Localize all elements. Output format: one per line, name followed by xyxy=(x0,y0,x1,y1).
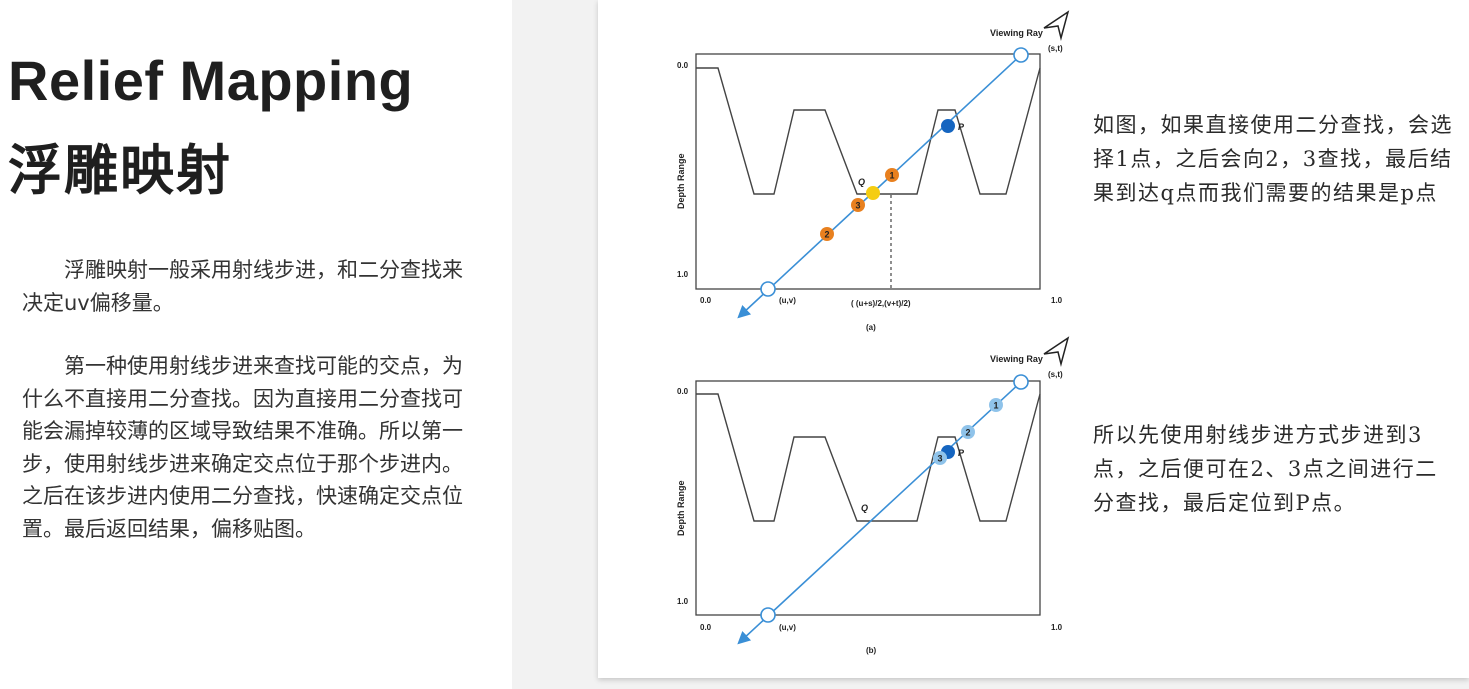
marker-1-b xyxy=(989,398,1003,412)
page-title-english: Relief Mapping xyxy=(8,49,414,112)
paragraph-explanation: 第一种使用射线步进来查找可能的交点，为什么不直接用二分查找。因为直接用二分查找可… xyxy=(22,354,463,541)
caption-a: (a) xyxy=(866,323,876,332)
point-q-a xyxy=(866,186,880,200)
marker-3-b xyxy=(933,451,947,465)
uv-point-a xyxy=(760,281,776,297)
depth-profile-b xyxy=(696,393,1041,522)
y-bottom-tick-b: 1.0 xyxy=(677,597,689,606)
page-title-chinese: 浮雕映射 xyxy=(8,139,232,202)
plot-frame-b xyxy=(695,380,1041,616)
label-q-b: Q xyxy=(861,503,868,513)
text-panel: Relief Mapping 浮雕映射 浮雕映射一般采用射线步进，和二分查找来决… xyxy=(0,0,512,689)
x-right-tick-b: 1.0 xyxy=(1051,623,1063,632)
diagram-a: Viewing Ray (s,t) 0.0 1.0 Depth Range 0.… xyxy=(676,10,1070,332)
y-axis-label-a: Depth Range xyxy=(676,153,686,209)
caption-b: (b) xyxy=(866,646,877,655)
label-p-a: P xyxy=(958,122,965,132)
annotation-binary-search: 如图，如果直接使用二分查找，会选择1点，之后会向2，3查找，最后结果到达q点而我… xyxy=(1093,113,1453,205)
y-axis-label-b: Depth Range xyxy=(676,480,686,536)
annotation-ray-marching: 所以先使用射线步进方式步进到3点，之后便可在2、3点之间进行二分查找，最后定位到… xyxy=(1093,423,1438,515)
marker-3-label-b: 3 xyxy=(937,454,942,464)
y-top-tick-a: 0.0 xyxy=(677,61,689,70)
paragraph-intro: 浮雕映射一般采用射线步进，和二分查找来决定uv偏移量。 xyxy=(22,258,463,315)
x-right-tick-a: 1.0 xyxy=(1051,296,1063,305)
x-left-tick-a: 0.0 xyxy=(700,296,712,305)
x-left-tick-b: 0.0 xyxy=(700,623,712,632)
marker-2-b xyxy=(961,425,975,439)
ray-entry-point-b xyxy=(1013,374,1029,390)
viewing-ray-b xyxy=(737,381,1022,645)
diagram-b: Viewing Ray (s,t) 0.0 1.0 Depth Range 0.… xyxy=(676,336,1070,655)
point-p-a xyxy=(941,119,955,133)
label-q-a: Q xyxy=(858,177,865,187)
marker-2-label-b: 2 xyxy=(965,428,970,438)
label-p-b: P xyxy=(958,448,965,458)
uv-label-b: (u,v) xyxy=(779,623,796,632)
marker-1-label-a: 1 xyxy=(889,171,894,181)
figure-sheet xyxy=(598,0,1469,678)
marker-3-label-a: 3 xyxy=(855,201,860,211)
marker-2-label-a: 2 xyxy=(824,230,829,240)
midpoint-label-a: ( (u+s)/2,(v+t)/2) xyxy=(851,299,911,308)
marker-2-a xyxy=(820,227,834,241)
marker-1-a xyxy=(885,168,899,182)
eye-cursor-icon xyxy=(1043,10,1070,41)
marker-3-a xyxy=(851,198,865,212)
plot-frame-a xyxy=(695,53,1041,290)
viewing-ray-label-b: Viewing Ray xyxy=(990,354,1043,364)
marker-1-label-b: 1 xyxy=(993,401,998,411)
viewing-ray-a xyxy=(737,54,1022,319)
depth-profile-a xyxy=(696,67,1041,195)
ray-entry-point-a xyxy=(1013,47,1029,63)
st-label-b: (s,t) xyxy=(1048,370,1063,379)
viewing-ray-label-a: Viewing Ray xyxy=(990,28,1043,38)
st-label-a: (s,t) xyxy=(1048,44,1063,53)
y-top-tick-b: 0.0 xyxy=(677,387,689,396)
uv-point-b xyxy=(760,607,776,623)
uv-label-a: (u,v) xyxy=(779,296,796,305)
y-bottom-tick-a: 1.0 xyxy=(677,270,689,279)
eye-cursor-icon-b xyxy=(1043,336,1070,367)
